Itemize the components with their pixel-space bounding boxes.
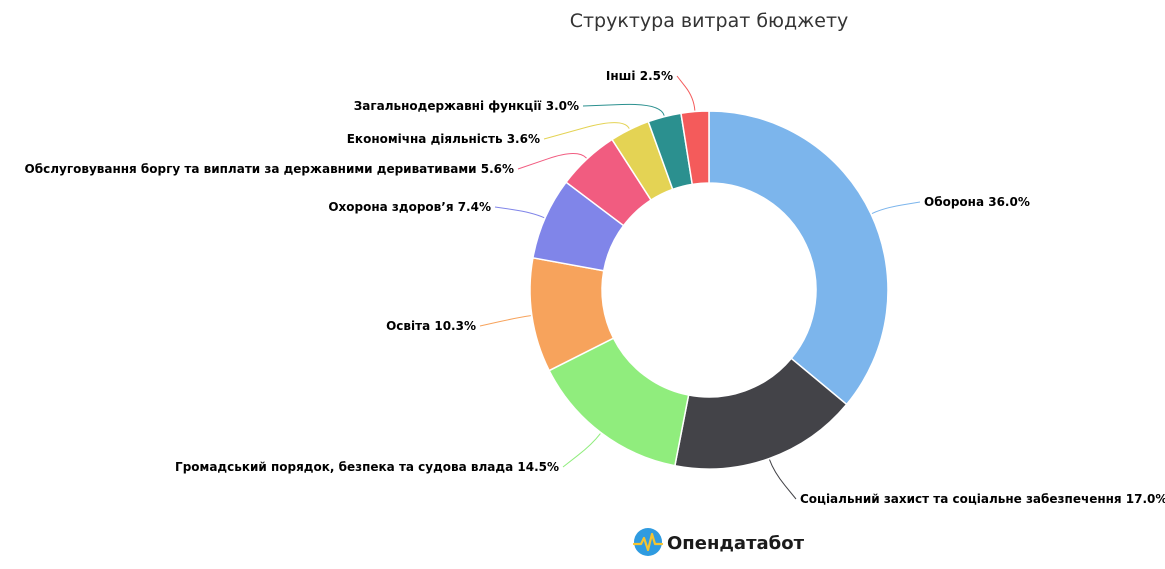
chart-title: Структура витрат бюджету	[570, 10, 849, 32]
slice-label-8: Загальнодержавні функції 3.0%	[354, 99, 579, 113]
slice-label-5: Охорона здоров’я 7.4%	[328, 200, 491, 214]
connector-6	[517, 153, 587, 170]
connector-5	[494, 206, 545, 219]
connector-1	[871, 201, 921, 214]
brand-name: Опендатабот	[667, 533, 805, 554]
connector-2	[769, 459, 797, 500]
slice-label-4: Освіта 10.3%	[386, 319, 476, 333]
connector-4	[479, 315, 531, 327]
connector-7	[543, 122, 630, 140]
slice-1	[708, 110, 889, 406]
slice-label-6: Обслуговування боргу та виплати за держа…	[25, 162, 514, 176]
slice-label-2: Соціальний захист та соціальне забезпече…	[800, 492, 1165, 506]
opendatabot-logo-icon	[632, 528, 664, 556]
slice-labels: Оборона 36.0% Соціальний захист та соціал…	[25, 69, 1165, 506]
connector-8	[582, 103, 665, 116]
slice-9	[680, 110, 710, 186]
connector-9	[676, 75, 696, 111]
slice-label-9: Інші 2.5%	[606, 69, 673, 83]
slice-label-7: Економічна діяльність 3.6%	[347, 132, 540, 146]
donut-slices	[529, 110, 889, 470]
slice-label-3: Громадський порядок, безпека та судова в…	[175, 460, 559, 474]
connector-3	[562, 433, 601, 468]
slice-label-1: Оборона 36.0%	[924, 195, 1030, 209]
brand-logo: Опендатабот	[632, 528, 805, 556]
label-connectors	[479, 75, 921, 500]
